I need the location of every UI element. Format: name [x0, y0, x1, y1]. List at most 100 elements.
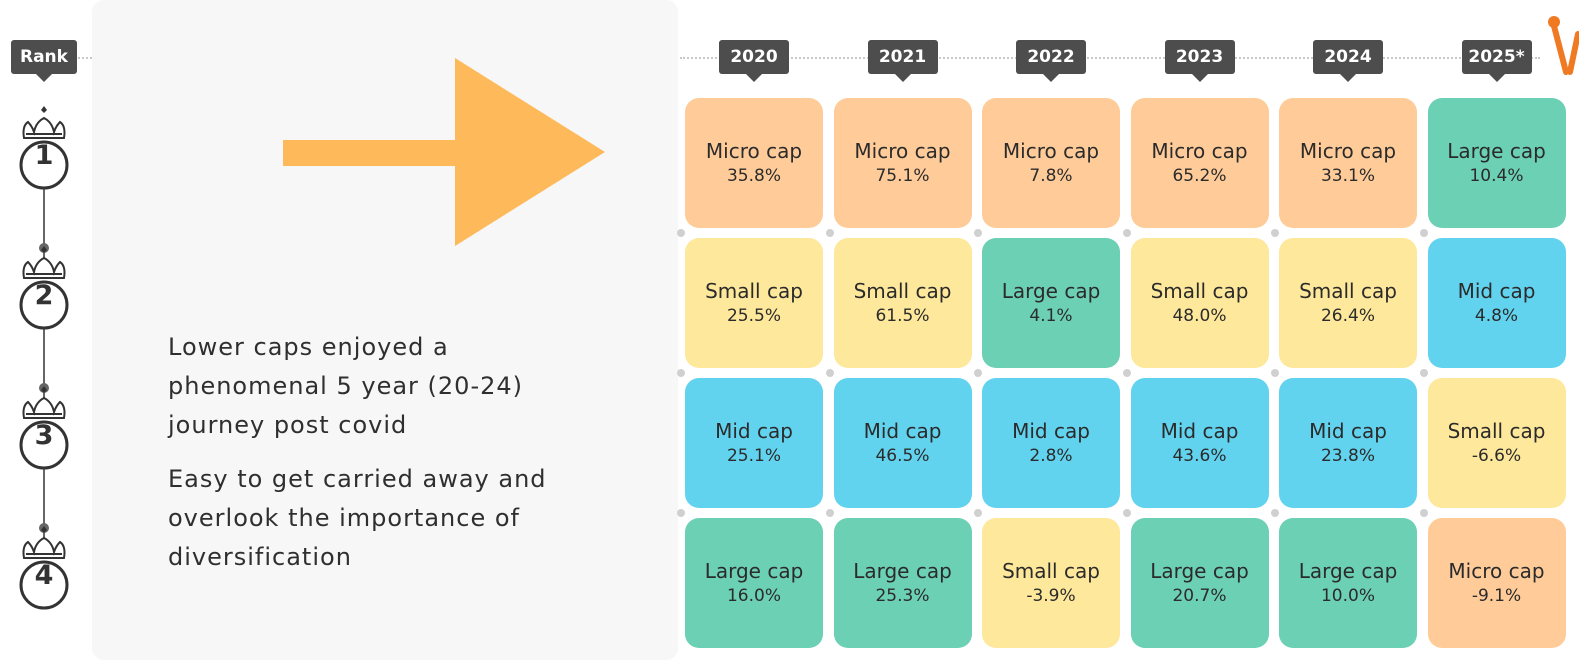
note-line: overlook the importance of — [168, 504, 520, 532]
note-line: diversification — [168, 543, 352, 571]
table-cell: Small cap 48.0% — [1130, 238, 1269, 368]
row-separator-dot — [974, 369, 982, 377]
cell-category: Small cap — [1002, 559, 1100, 583]
cell-value: 25.3% — [875, 586, 930, 606]
cell-value: 10.4% — [1469, 166, 1524, 186]
table-cell: Mid cap 43.6% — [1130, 378, 1269, 508]
crown-icon — [19, 246, 69, 330]
row-separator-dot — [1271, 229, 1279, 237]
year-header: 2021 — [867, 40, 938, 82]
cell-value: 43.6% — [1172, 446, 1227, 466]
year-header: 2025* — [1461, 40, 1532, 82]
cell-value: -3.9% — [1026, 586, 1076, 606]
table-cell: Mid cap 23.8% — [1279, 378, 1417, 508]
year-header-line — [680, 57, 1540, 59]
cell-category: Mid cap — [863, 419, 942, 443]
note-line: Easy to get carried away and — [168, 465, 547, 493]
cell-category: Large cap — [1150, 559, 1249, 583]
cell-value: 61.5% — [875, 306, 930, 326]
row-separator-dot — [825, 229, 834, 237]
table-cell: Mid cap 46.5% — [833, 378, 972, 508]
year-header: 2023 — [1164, 40, 1235, 82]
corner-decoration-icon — [1548, 16, 1579, 75]
cell-value: 75.1% — [875, 166, 930, 186]
cell-category: Mid cap — [715, 419, 793, 443]
rank-header: Rank — [11, 40, 77, 82]
table-cell: Mid cap 4.8% — [1427, 238, 1566, 368]
rank-medal-4: 4 — [12, 524, 76, 610]
cell-category: Large cap — [1447, 139, 1546, 163]
cell-value: -9.1% — [1471, 586, 1522, 606]
cell-value: 20.7% — [1172, 586, 1227, 606]
rank-connector — [43, 186, 45, 258]
cell-value: 48.0% — [1172, 306, 1227, 326]
table-cell: Large cap 25.3% — [833, 518, 972, 648]
row-separator-dot — [1271, 509, 1279, 517]
table-cell: Small cap -6.6% — [1427, 378, 1566, 508]
rank-connector — [43, 466, 45, 538]
table-cell: Micro cap 7.8% — [982, 98, 1120, 228]
row-separator-dot — [974, 229, 982, 237]
cell-category: Small cap — [1447, 419, 1546, 443]
row-separator-dot — [825, 369, 834, 377]
table-cell: Large cap 20.7% — [1130, 518, 1269, 648]
table-cell: Large cap 4.1% — [982, 238, 1120, 368]
table-cell: Mid cap 2.8% — [982, 378, 1120, 508]
row-separator-dot — [974, 509, 982, 517]
cell-value: 16.0% — [726, 586, 781, 606]
cell-value: 25.5% — [726, 306, 781, 326]
crown-icon — [19, 526, 69, 610]
table-cell: Large cap 10.0% — [1279, 518, 1417, 648]
row-separator-dot — [1419, 509, 1428, 517]
note-line: phenomenal 5 year (20-24) — [168, 372, 523, 400]
rank-medal-3: 3 — [12, 384, 76, 470]
note-line: journey post covid — [168, 411, 408, 439]
row-separator-dot — [677, 369, 685, 377]
rank-number: 2 — [34, 280, 54, 311]
crown-icon — [19, 386, 69, 470]
cell-category: Large cap — [853, 559, 952, 583]
table-cell: Mid cap 25.1% — [685, 378, 823, 508]
table-cell: Small cap -3.9% — [982, 518, 1120, 648]
year-header: 2020 — [719, 40, 789, 82]
cell-category: Micro cap — [1151, 139, 1248, 163]
cell-category: Mid cap — [1457, 279, 1536, 303]
cell-category: Small cap — [853, 279, 952, 303]
rank-number: 1 — [34, 140, 54, 171]
year-header: 2024 — [1313, 40, 1383, 82]
table-cell: Large cap 16.0% — [685, 518, 823, 648]
commentary-panel — [92, 0, 678, 660]
table-cell: Micro cap -9.1% — [1427, 518, 1566, 648]
cell-category: Micro cap — [1299, 139, 1397, 163]
cell-value: 10.0% — [1320, 586, 1375, 606]
cell-category: Mid cap — [1309, 419, 1387, 443]
note-line: Lower caps enjoyed a — [168, 333, 449, 361]
cell-value: 4.1% — [1029, 306, 1073, 326]
cell-value: 65.2% — [1172, 166, 1227, 186]
cell-category: Micro cap — [705, 139, 803, 163]
arrow-right-icon — [283, 58, 605, 246]
table-cell: Micro cap 75.1% — [833, 98, 972, 228]
table-cell: Small cap 25.5% — [685, 238, 823, 368]
cell-value: 25.1% — [726, 446, 781, 466]
cell-category: Mid cap — [1012, 419, 1090, 443]
year-header: 2022 — [1016, 40, 1086, 82]
row-separator-dot — [1122, 369, 1131, 377]
row-separator-dot — [677, 229, 685, 237]
cell-value: 4.8% — [1474, 306, 1519, 326]
cell-value: 33.1% — [1320, 166, 1375, 186]
table-cell: Large cap 10.4% — [1427, 98, 1566, 228]
table-cell: Small cap 26.4% — [1279, 238, 1417, 368]
row-separator-dot — [1122, 229, 1131, 237]
cell-value: 2.8% — [1029, 446, 1073, 466]
cell-category: Mid cap — [1160, 419, 1239, 443]
cell-value: -6.6% — [1471, 446, 1522, 466]
cell-value: 46.5% — [875, 446, 930, 466]
rank-header-line — [78, 57, 92, 59]
row-separator-dot — [825, 509, 834, 517]
cell-value: 35.8% — [726, 166, 781, 186]
cell-category: Micro cap — [1448, 559, 1545, 583]
rank-connector — [43, 326, 45, 398]
rank-medal-1: 1 — [12, 104, 76, 190]
cell-category: Micro cap — [1002, 139, 1100, 163]
